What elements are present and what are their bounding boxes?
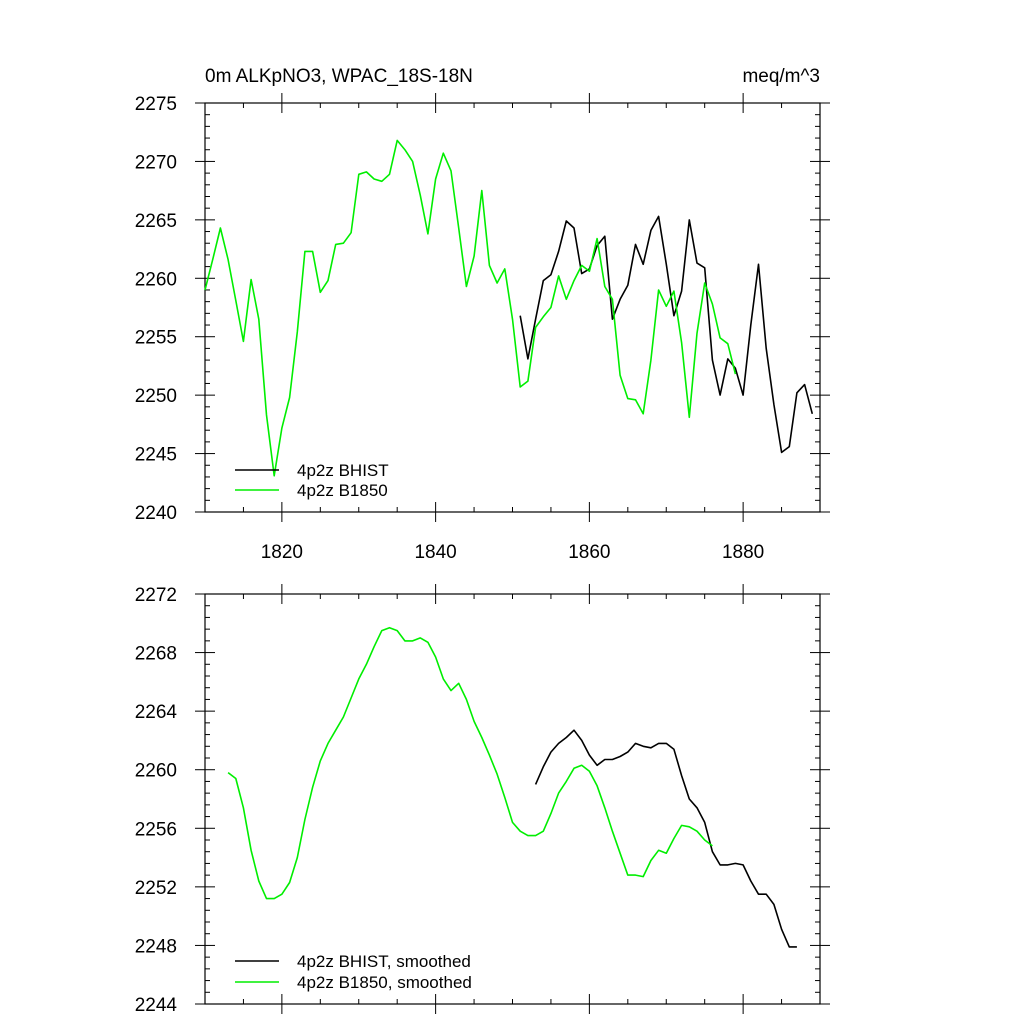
bottom-y-tick-label: 2248 bbox=[135, 936, 177, 957]
bottom-y-tick-label: 2256 bbox=[135, 819, 177, 840]
chart-title: 0m ALKpNO3, WPAC_18S-18N bbox=[205, 66, 473, 87]
top-y-tick-label: 2265 bbox=[135, 211, 177, 232]
top-y-tick-label: 2245 bbox=[135, 445, 177, 466]
top-legend-label: 4p2z BHIST bbox=[297, 461, 389, 480]
top-x-tick-label: 1820 bbox=[261, 542, 303, 563]
bottom-y-tick-label: 2272 bbox=[135, 585, 177, 606]
bottom-y-tick-label: 2264 bbox=[135, 702, 178, 723]
units-label: meq/m^3 bbox=[742, 66, 820, 87]
top-panel: 1820 1840 1860 1880 2240 2245 2250 2255 2260 2265… bbox=[135, 93, 830, 563]
top-legend-label: 4p2z B1850 bbox=[297, 481, 388, 500]
bottom-y-tick-label: 2244 bbox=[135, 995, 178, 1016]
top-y-tick-label: 2270 bbox=[135, 152, 177, 173]
top-series-line-bhist bbox=[519, 215, 814, 454]
top-x-tick-label: 1880 bbox=[722, 542, 764, 563]
bottom-series-line-b1850 bbox=[227, 626, 713, 900]
bottom-legend-label: 4p2z B1850, smoothed bbox=[297, 973, 472, 992]
top-y-tick-label: 2275 bbox=[135, 94, 177, 115]
bottom-legend-label: 4p2z BHIST, smoothed bbox=[297, 952, 471, 971]
bottom-panel: 2244 2248 2252 2256 2260 2264 2268 2272 4p2z BHI… bbox=[135, 584, 830, 1016]
bottom-y-tick-label: 2268 bbox=[135, 644, 177, 665]
top-series-line-b1850 bbox=[204, 139, 737, 477]
bottom-y-tick-label: 2260 bbox=[135, 761, 177, 782]
top-x-tick-label: 1860 bbox=[568, 542, 610, 563]
bottom-y-tick-label: 2252 bbox=[135, 878, 177, 899]
top-plot-frame bbox=[204, 102, 821, 513]
bottom-series-line-bhist bbox=[534, 729, 797, 948]
top-y-tick-label: 2240 bbox=[135, 503, 177, 524]
top-x-tick-label: 1840 bbox=[414, 542, 456, 563]
top-y-tick-label: 2260 bbox=[135, 269, 177, 290]
bottom-plot-frame bbox=[204, 593, 821, 1005]
top-y-tick-label: 2250 bbox=[135, 386, 177, 407]
top-y-tick-label: 2255 bbox=[135, 328, 177, 349]
